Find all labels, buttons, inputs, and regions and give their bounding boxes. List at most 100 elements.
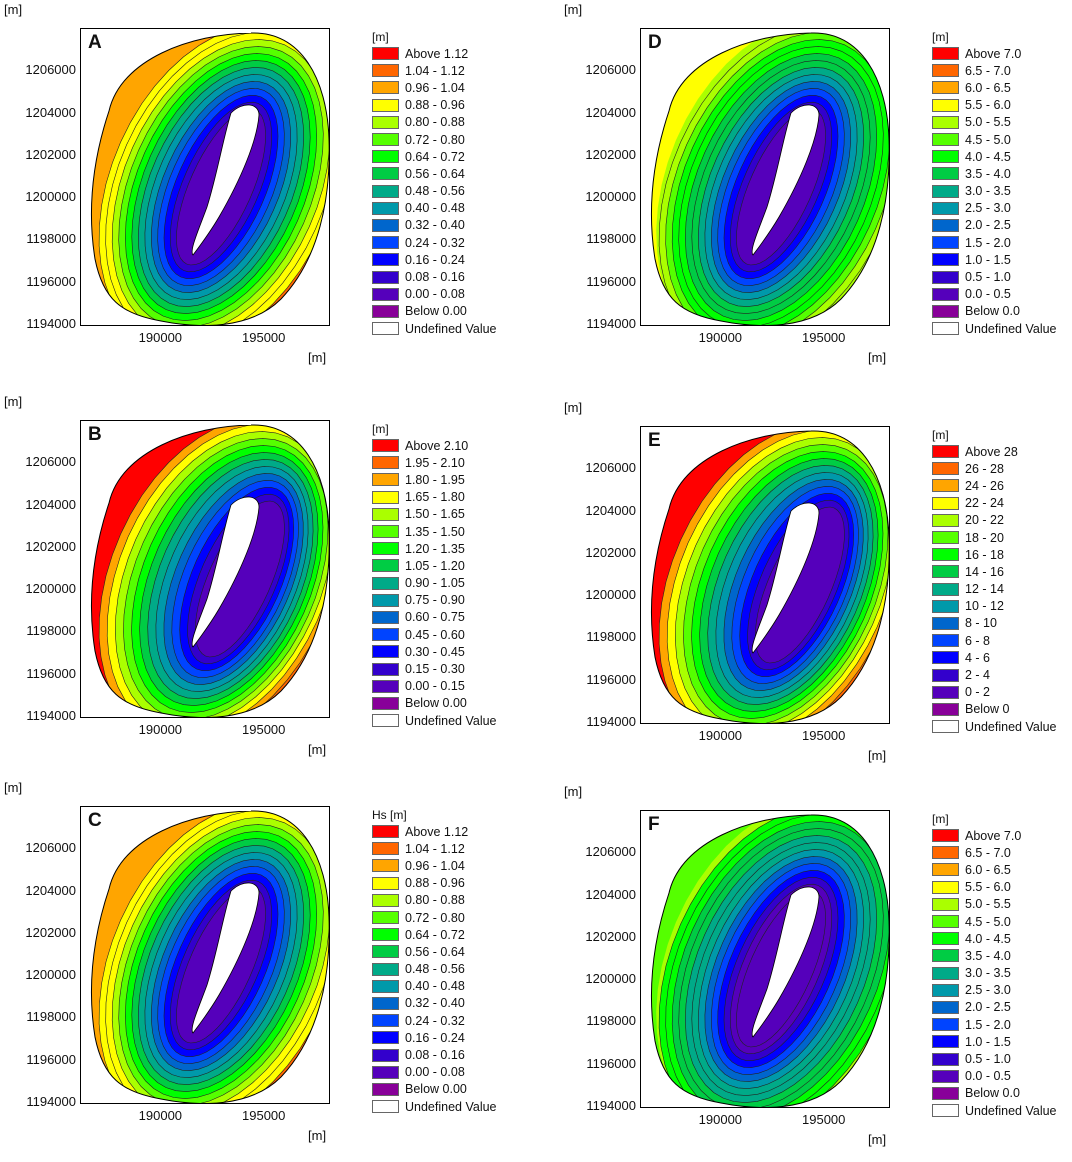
legend-swatch <box>372 945 399 959</box>
contour-map-svg <box>90 424 329 717</box>
legend-swatch <box>932 548 959 562</box>
legend-label: 0 - 2 <box>965 685 991 700</box>
legend-label: 2.5 - 3.0 <box>965 983 1011 998</box>
legend-label: 1.20 - 1.35 <box>405 541 465 556</box>
legend-label: 10 - 12 <box>965 599 1004 614</box>
island <box>751 104 820 256</box>
legend-label: Below 0 <box>965 702 1010 717</box>
legend-item: 5.0 - 5.5 <box>932 114 1057 131</box>
legend-label: 2 - 4 <box>965 668 991 683</box>
legend-label: Below 0.00 <box>405 696 467 711</box>
contour-map-svg <box>650 32 889 325</box>
legend-label: 6.5 - 7.0 <box>965 845 1011 860</box>
y-tick-label: 1202000 <box>585 146 636 162</box>
y-tick-label: 1202000 <box>25 146 76 162</box>
x-tick-label: 190000 <box>698 728 743 743</box>
legend-item: Undefined Value <box>932 718 1057 735</box>
legend-swatch <box>932 616 959 630</box>
legend-item: 1.5 - 2.0 <box>932 234 1057 251</box>
y-tick-label: 1206000 <box>25 454 76 470</box>
legend-label: 0.00 - 0.08 <box>405 1065 465 1080</box>
legend-item: 2 - 4 <box>932 666 1057 683</box>
legend-item: Above 7.0 <box>932 827 1057 844</box>
y-tick-label: 1200000 <box>25 967 76 983</box>
legend-swatch <box>372 218 399 232</box>
legend-swatch <box>372 645 399 659</box>
domain-boundary <box>650 814 889 1107</box>
legend-swatch <box>372 1014 399 1028</box>
legend-item: 0.30 - 0.45 <box>372 643 497 660</box>
y-tick-label: 1194000 <box>586 1098 636 1113</box>
legend-swatch <box>372 842 399 856</box>
legend-label: 12 - 14 <box>965 582 1004 597</box>
legend-swatch <box>372 304 399 318</box>
legend: [m] Above 1.12 1.04 - 1.12 0.96 - 1.04 0.88 … <box>372 29 497 337</box>
legend-swatch <box>932 270 959 284</box>
legend-item: 0.00 - 0.15 <box>372 678 497 695</box>
legend-item: 0.08 - 0.16 <box>372 1046 497 1063</box>
legend-label: 1.80 - 1.95 <box>405 472 465 487</box>
legend-item: 3.5 - 4.0 <box>932 947 1057 964</box>
legend-swatch <box>932 479 959 493</box>
legend-swatch <box>372 456 399 470</box>
legend-label: Above 28 <box>965 444 1018 459</box>
legend-label: Undefined Value <box>965 1103 1057 1118</box>
legend-label: 5.0 - 5.5 <box>965 115 1011 130</box>
y-tick-label: 1198000 <box>586 629 636 645</box>
legend-item: Below 0 <box>932 701 1057 718</box>
y-tick-label: 1196000 <box>26 273 76 289</box>
legend-swatch <box>932 863 959 877</box>
legend-label: 4.0 - 4.5 <box>965 149 1011 164</box>
legend-label: 4 - 6 <box>965 650 991 665</box>
y-tick-label: 1194000 <box>26 708 76 723</box>
legend-label: 26 - 28 <box>965 461 1004 476</box>
legend-swatch <box>932 651 959 665</box>
legend-item: Below 0.00 <box>372 303 497 320</box>
legend-label: 0.80 - 0.88 <box>405 115 465 130</box>
contour-plot <box>640 28 890 326</box>
legend-item: 14 - 16 <box>932 563 1057 580</box>
legend-label: 0.88 - 0.96 <box>405 876 465 891</box>
legend-label: 0.0 - 0.5 <box>965 1069 1011 1084</box>
legend-item: 1.20 - 1.35 <box>372 540 497 557</box>
legend-swatch <box>372 610 399 624</box>
legend-item: Below 0.00 <box>372 1081 497 1098</box>
y-tick-label: 1194000 <box>26 316 76 331</box>
legend-item: 0.80 - 0.88 <box>372 892 497 909</box>
x-axis-unit-label: [m] <box>308 350 327 365</box>
x-tick-label: 195000 <box>802 728 846 743</box>
legend-item: 1.5 - 2.0 <box>932 1016 1057 1033</box>
legend-label: 1.05 - 1.20 <box>405 558 465 573</box>
contour-bands <box>91 32 329 325</box>
y-tick-label: 1204000 <box>25 882 76 898</box>
legend-swatch <box>932 445 959 459</box>
legend-label: 0.45 - 0.60 <box>405 627 465 642</box>
legend-label: 3.0 - 3.5 <box>965 966 1011 981</box>
legend-label: 0.56 - 0.64 <box>405 944 465 959</box>
legend-item: 6.5 - 7.0 <box>932 62 1057 79</box>
y-tick-label: 1198000 <box>586 231 636 247</box>
island <box>751 502 820 654</box>
legend-item: 12 - 14 <box>932 581 1057 598</box>
legend-item: 0.5 - 1.0 <box>932 1050 1057 1067</box>
legend-item: 2.0 - 2.5 <box>932 999 1057 1016</box>
legend-label: 0.5 - 1.0 <box>965 270 1011 285</box>
legend-swatch <box>372 150 399 164</box>
x-tick-label: 190000 <box>138 330 183 345</box>
legend-label: 0.32 - 0.40 <box>405 218 465 233</box>
legend-label: 5.5 - 6.0 <box>965 98 1011 113</box>
legend-item: 0.08 - 0.16 <box>372 268 497 285</box>
legend-label: 0.88 - 0.96 <box>405 98 465 113</box>
legend-swatch <box>372 322 399 336</box>
legend-label: Below 0.0 <box>965 304 1020 319</box>
legend-item: 1.65 - 1.80 <box>372 489 497 506</box>
legend-label: 0.64 - 0.72 <box>405 149 465 164</box>
legend-item: 6.0 - 6.5 <box>932 861 1057 878</box>
legend-label: 0.64 - 0.72 <box>405 927 465 942</box>
legend-swatch <box>372 628 399 642</box>
legend-item: 0.24 - 0.32 <box>372 1012 497 1029</box>
contour-plot <box>640 810 890 1108</box>
legend-item: 3.0 - 3.5 <box>932 183 1057 200</box>
legend-label: 3.5 - 4.0 <box>965 166 1011 181</box>
legend-label: 4.5 - 5.0 <box>965 914 1011 929</box>
